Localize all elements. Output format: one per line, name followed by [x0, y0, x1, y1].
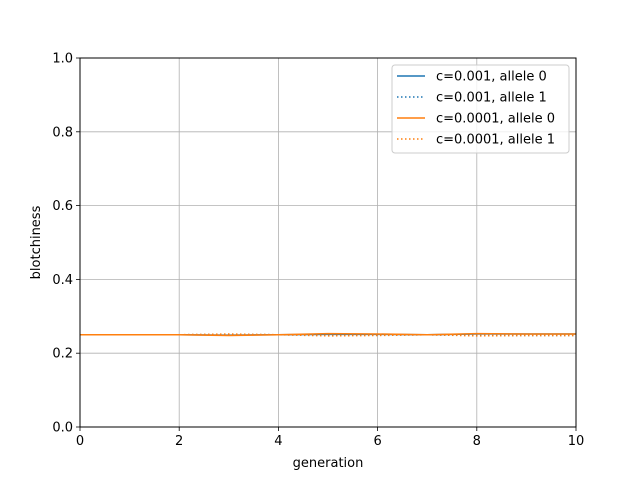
ticks: 0 2 4 6 8 10 0.0 0.2 0.4 0.6 0.8 1.0: [52, 52, 584, 450]
x-tick-label: 10: [568, 434, 585, 449]
legend-label: c=0.001, allele 0: [436, 70, 547, 85]
plot-frame: [79, 57, 577, 428]
legend-label: c=0.0001, allele 0: [436, 112, 555, 127]
series-line-4: [80, 333, 576, 337]
series-lines: [80, 332, 576, 337]
y-axis-label: blotchiness: [29, 205, 44, 279]
y-tick-label: 0.8: [52, 125, 73, 140]
y-tick-label: 0.4: [52, 273, 73, 288]
x-tick-label: 4: [274, 434, 282, 449]
legend-box: [391, 64, 570, 154]
x-tick-label: 2: [175, 434, 183, 449]
legend: c=0.001, allele 0 c=0.001, allele 1 c=0.00…: [391, 64, 570, 154]
x-tick-label: 0: [76, 434, 84, 449]
y-tick-label: 0.2: [52, 347, 73, 362]
x-axis-label: generation: [293, 456, 364, 471]
legend-label: c=0.0001, allele 1: [436, 133, 555, 148]
y-tick-label: 0.0: [52, 421, 73, 436]
series-line-3: [80, 332, 576, 337]
y-tick-label: 1.0: [52, 52, 73, 67]
x-tick-label: 6: [373, 434, 381, 449]
legend-label: c=0.001, allele 1: [436, 91, 547, 106]
x-tick-label: 8: [473, 434, 481, 449]
y-tick-label: 0.6: [52, 199, 73, 214]
